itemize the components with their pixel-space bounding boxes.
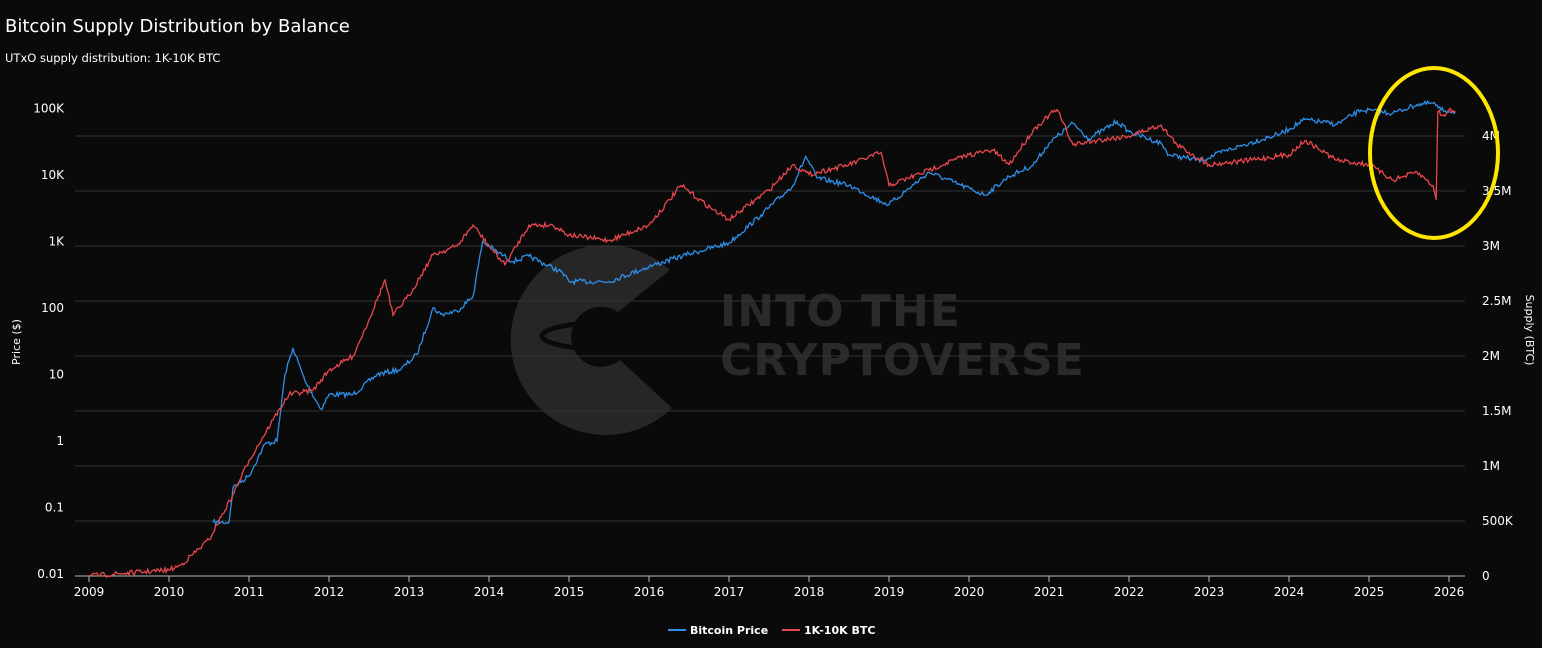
x-axis-tick: 2025 [1354, 585, 1385, 599]
left-axis-tick: 100 [41, 301, 64, 315]
left-axis-tick: 0.01 [37, 567, 64, 581]
right-axis-tick: 500K [1482, 514, 1514, 528]
left-axis-tick: 0.1 [45, 501, 64, 515]
x-axis-tick: 2022 [1114, 585, 1145, 599]
left-axis-tick: 10 [49, 368, 64, 382]
x-axis-tick: 2016 [634, 585, 665, 599]
x-axis-tick: 2026 [1434, 585, 1465, 599]
chart-subtitle: UTxO supply distribution: 1K-10K BTC [5, 51, 221, 65]
legend-item-price[interactable]: Bitcoin Price [690, 624, 768, 637]
right-axis-tick: 0 [1482, 569, 1490, 583]
left-axis-tick: 1 [56, 434, 64, 448]
x-axis-tick: 2015 [554, 585, 585, 599]
left-axis-tick: 10K [41, 168, 65, 182]
right-axis-tick: 2M [1482, 349, 1500, 363]
x-axis-tick: 2018 [794, 585, 825, 599]
x-axis-tick: 2019 [874, 585, 905, 599]
right-axis-tick: 3M [1482, 239, 1500, 253]
watermark-logo: INTO THE CRYPTOVERSE [510, 244, 1085, 435]
legend: Bitcoin Price 1K-10K BTC [668, 624, 875, 637]
x-axis-tick: 2014 [474, 585, 505, 599]
legend-item-supply[interactable]: 1K-10K BTC [804, 624, 875, 637]
series-line-1k-10k-btc [88, 107, 1456, 578]
highlight-ellipse-annotation [1368, 66, 1500, 240]
svg-text:INTO THE: INTO THE [720, 286, 961, 337]
right-axis-tick: 2.5M [1482, 294, 1511, 308]
x-axis-tick: 2013 [394, 585, 425, 599]
x-axis-tick: 2011 [234, 585, 265, 599]
series-line-bitcoin-price [212, 99, 1456, 527]
x-axis-tick: 2010 [154, 585, 185, 599]
right-axis-tick: 1.5M [1482, 404, 1511, 418]
right-axis-tick: 3.5M [1482, 184, 1511, 198]
x-axis-tick: 2017 [714, 585, 745, 599]
right-axis-tick: 1M [1482, 459, 1500, 473]
chart-title: Bitcoin Supply Distribution by Balance [5, 16, 350, 37]
right-axis-label: Supply (BTC) [1523, 295, 1536, 366]
x-axis-tick: 2012 [314, 585, 345, 599]
left-axis-label: Price ($) [10, 319, 23, 365]
x-axis-tick: 2023 [1194, 585, 1225, 599]
left-axis-tick: 100K [33, 102, 65, 116]
x-axis-tick: 2020 [954, 585, 985, 599]
left-axis-tick: 1K [48, 235, 65, 249]
x-axis-tick: 2009 [74, 585, 105, 599]
svg-text:CRYPTOVERSE: CRYPTOVERSE [720, 335, 1085, 386]
x-axis-tick: 2021 [1034, 585, 1065, 599]
x-axis-tick: 2024 [1274, 585, 1305, 599]
